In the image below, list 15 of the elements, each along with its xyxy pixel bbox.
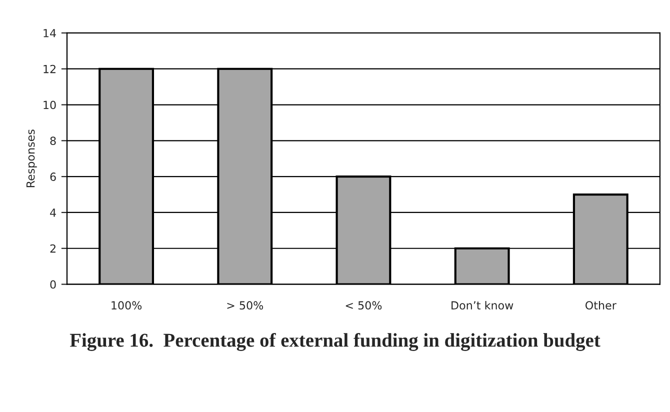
text: Figure 16. Percentage of external funding in digitization budget xyxy=(70,332,600,351)
y-tick-label: 0 xyxy=(50,280,56,289)
x-tick-label: Other xyxy=(586,300,616,310)
y-tick-label: 8 xyxy=(50,136,56,146)
y-tick-label: 10 xyxy=(44,100,56,110)
x-tick-label: < 50% xyxy=(346,301,382,310)
y-tick-label: 12 xyxy=(44,64,56,74)
y-tick-label: 6 xyxy=(50,172,56,181)
y-tick-label: 2 xyxy=(50,244,56,253)
y-tick-label: 4 xyxy=(50,208,56,217)
y-tick-label: 14 xyxy=(44,29,56,38)
x-tick-label: Don’t know xyxy=(452,300,514,310)
y-axis-title: Responses xyxy=(26,130,37,188)
x-tick-label: 100% xyxy=(112,301,142,310)
x-tick-label: > 50% xyxy=(227,301,264,310)
